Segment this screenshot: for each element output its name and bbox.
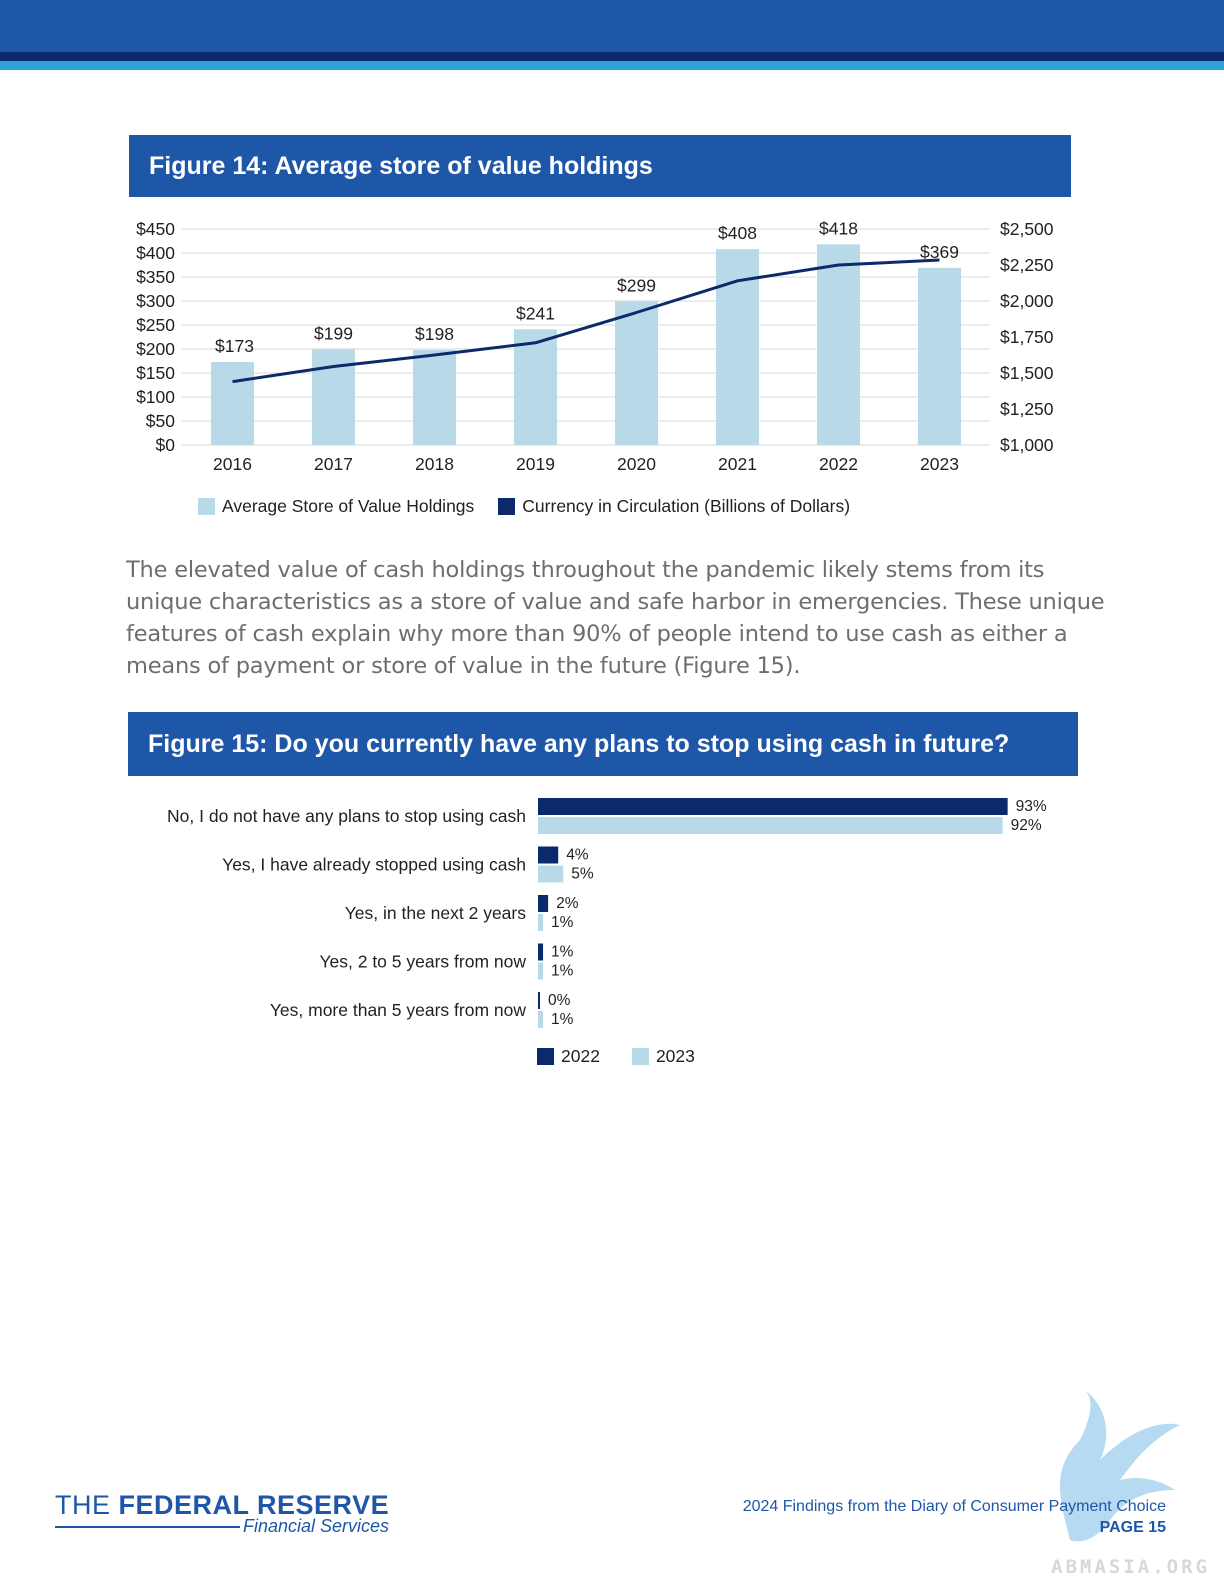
bar (538, 798, 1008, 815)
bar-data-label: 5% (571, 866, 594, 883)
bar-data-label: 92% (1011, 817, 1042, 834)
bar (538, 962, 544, 980)
right-axis-tick-label: $2,250 (1000, 255, 1054, 275)
right-axis-tick-label: $1,250 (1000, 399, 1054, 419)
bar-data-label: 4% (566, 847, 589, 864)
header-band (0, 0, 1224, 52)
currency-line (232, 258, 940, 384)
right-axis-tick-label: $2,000 (1000, 291, 1054, 311)
body-paragraph: The elevated value of cash holdings thro… (126, 557, 1105, 679)
legend-swatch (631, 1048, 649, 1065)
bar (538, 865, 564, 883)
bar (615, 301, 658, 445)
left-axis-tick-label: $300 (136, 291, 175, 311)
left-axis-tick-label: $350 (136, 267, 175, 287)
legend-item-avg-holdings: Average Store of Value Holdings (198, 496, 474, 517)
bar-data-label: $173 (215, 336, 254, 356)
x-axis-tick-label: 2020 (617, 454, 656, 474)
logo-rule (55, 1526, 240, 1528)
logo-federal-reserve: FEDERAL RESERVE (118, 1490, 390, 1520)
bar-data-label: $418 (819, 218, 858, 238)
bar-data-label: 1% (551, 944, 574, 961)
x-axis-tick-label: 2022 (819, 454, 858, 474)
left-axis-tick-label: $150 (136, 363, 175, 383)
category-label: Yes, in the next 2 years (345, 903, 527, 923)
figure-15-title: Figure 15: Do you currently have any pla… (128, 712, 1078, 776)
bar-data-label: 1% (551, 914, 574, 931)
right-axis-tick-label: $2,500 (1000, 219, 1054, 239)
bar-data-label: $369 (920, 242, 959, 262)
legend-label: 2023 (655, 1046, 695, 1066)
watermark-bird-icon (1060, 1390, 1180, 1542)
bar-data-label: $198 (415, 324, 454, 344)
category-label: Yes, I have already stopped using cash (222, 855, 526, 875)
bar (918, 267, 961, 445)
bar-data-label: 0% (548, 992, 571, 1009)
legend-swatch (498, 498, 516, 515)
category-label: Yes, more than 5 years from now (270, 1000, 527, 1020)
right-axis-tick-label: $1,000 (1000, 435, 1054, 455)
figure-14-title: Figure 14: Average store of value holdin… (129, 135, 1071, 197)
bar-data-label: $241 (516, 303, 555, 323)
legend-item-currency: Currency in Circulation (Billions of Dol… (498, 496, 850, 517)
logo-the: THE (55, 1490, 111, 1520)
watermark-text: ABMASIA.ORG (1051, 1556, 1210, 1578)
bar (538, 1011, 544, 1028)
left-axis-tick-label: $450 (136, 219, 175, 239)
bar (538, 914, 544, 931)
bar (817, 244, 860, 445)
bar (211, 361, 254, 445)
legend-label: 2022 (561, 1046, 600, 1066)
legend-swatch (198, 498, 215, 515)
x-axis-tick-label: 2018 (415, 454, 454, 474)
bar (538, 992, 540, 1009)
left-axis-tick-label: $200 (136, 339, 175, 359)
bar-data-label: 1% (551, 963, 574, 980)
legend-label: Currency in Circulation (Billions of Dol… (522, 496, 851, 516)
figure-15-chart: No, I do not have any plans to stop usin… (167, 798, 1047, 1028)
category-label: No, I do not have any plans to stop usin… (167, 806, 526, 826)
left-axis-tick-label: $100 (136, 387, 175, 407)
bar (538, 817, 1003, 834)
bar-data-label: $199 (314, 323, 353, 343)
bar-data-label: $299 (617, 275, 656, 295)
logo-subtitle: Financial Services (243, 1516, 390, 1536)
bar-data-label: 2% (556, 895, 579, 912)
left-axis-tick-label: $50 (146, 411, 175, 431)
federal-reserve-logo: THE FEDERAL RESERVE Financial Services (55, 1490, 415, 1550)
legend-item-2023: 2023 (631, 1046, 695, 1067)
x-axis-tick-label: 2016 (213, 454, 252, 474)
bar-data-label: $408 (718, 223, 757, 243)
legend-swatch (537, 1048, 554, 1065)
left-axis-tick-label: $250 (136, 315, 175, 335)
category-label: Yes, 2 to 5 years from now (319, 952, 526, 972)
logo-wordmark: THE FEDERAL RESERVE (55, 1490, 415, 1521)
figure-14-chart: $0 $50 $100 $150 $200 $250 $300 $350 $400 $450 $1,… (136, 218, 1054, 474)
page-number: PAGE 15 (1099, 1519, 1166, 1536)
figure-15-legend: 2022 2023 (537, 1046, 727, 1067)
bar (514, 329, 557, 445)
left-axis-tick-label: $400 (136, 243, 175, 263)
x-axis-tick-label: 2021 (718, 454, 757, 474)
bar (538, 943, 544, 961)
x-axis-tick-label: 2023 (920, 454, 959, 474)
bar (538, 846, 559, 864)
left-axis-tick-label: $0 (156, 435, 176, 455)
right-axis-tick-label: $1,500 (1000, 363, 1054, 383)
bar (413, 349, 456, 445)
header-stripe-light (0, 61, 1224, 70)
x-axis-tick-label: 2019 (516, 454, 555, 474)
figure-14-legend: Average Store of Value Holdings Currency… (198, 496, 874, 517)
x-axis-tick-label: 2017 (314, 454, 353, 474)
legend-label: Average Store of Value Holdings (222, 496, 475, 516)
bar-data-label: 93% (1016, 798, 1047, 815)
legend-item-2022: 2022 (537, 1046, 600, 1067)
footer-report-info: 2024 Findings from the Diary of Consumer… (743, 1496, 1166, 1538)
right-axis-tick-label: $1,750 (1000, 327, 1054, 347)
header-stripe-dark (0, 52, 1224, 61)
bar-data-label: 1% (551, 1011, 574, 1028)
bar (538, 895, 549, 912)
report-title: 2024 Findings from the Diary of Consumer… (742, 1498, 1166, 1515)
